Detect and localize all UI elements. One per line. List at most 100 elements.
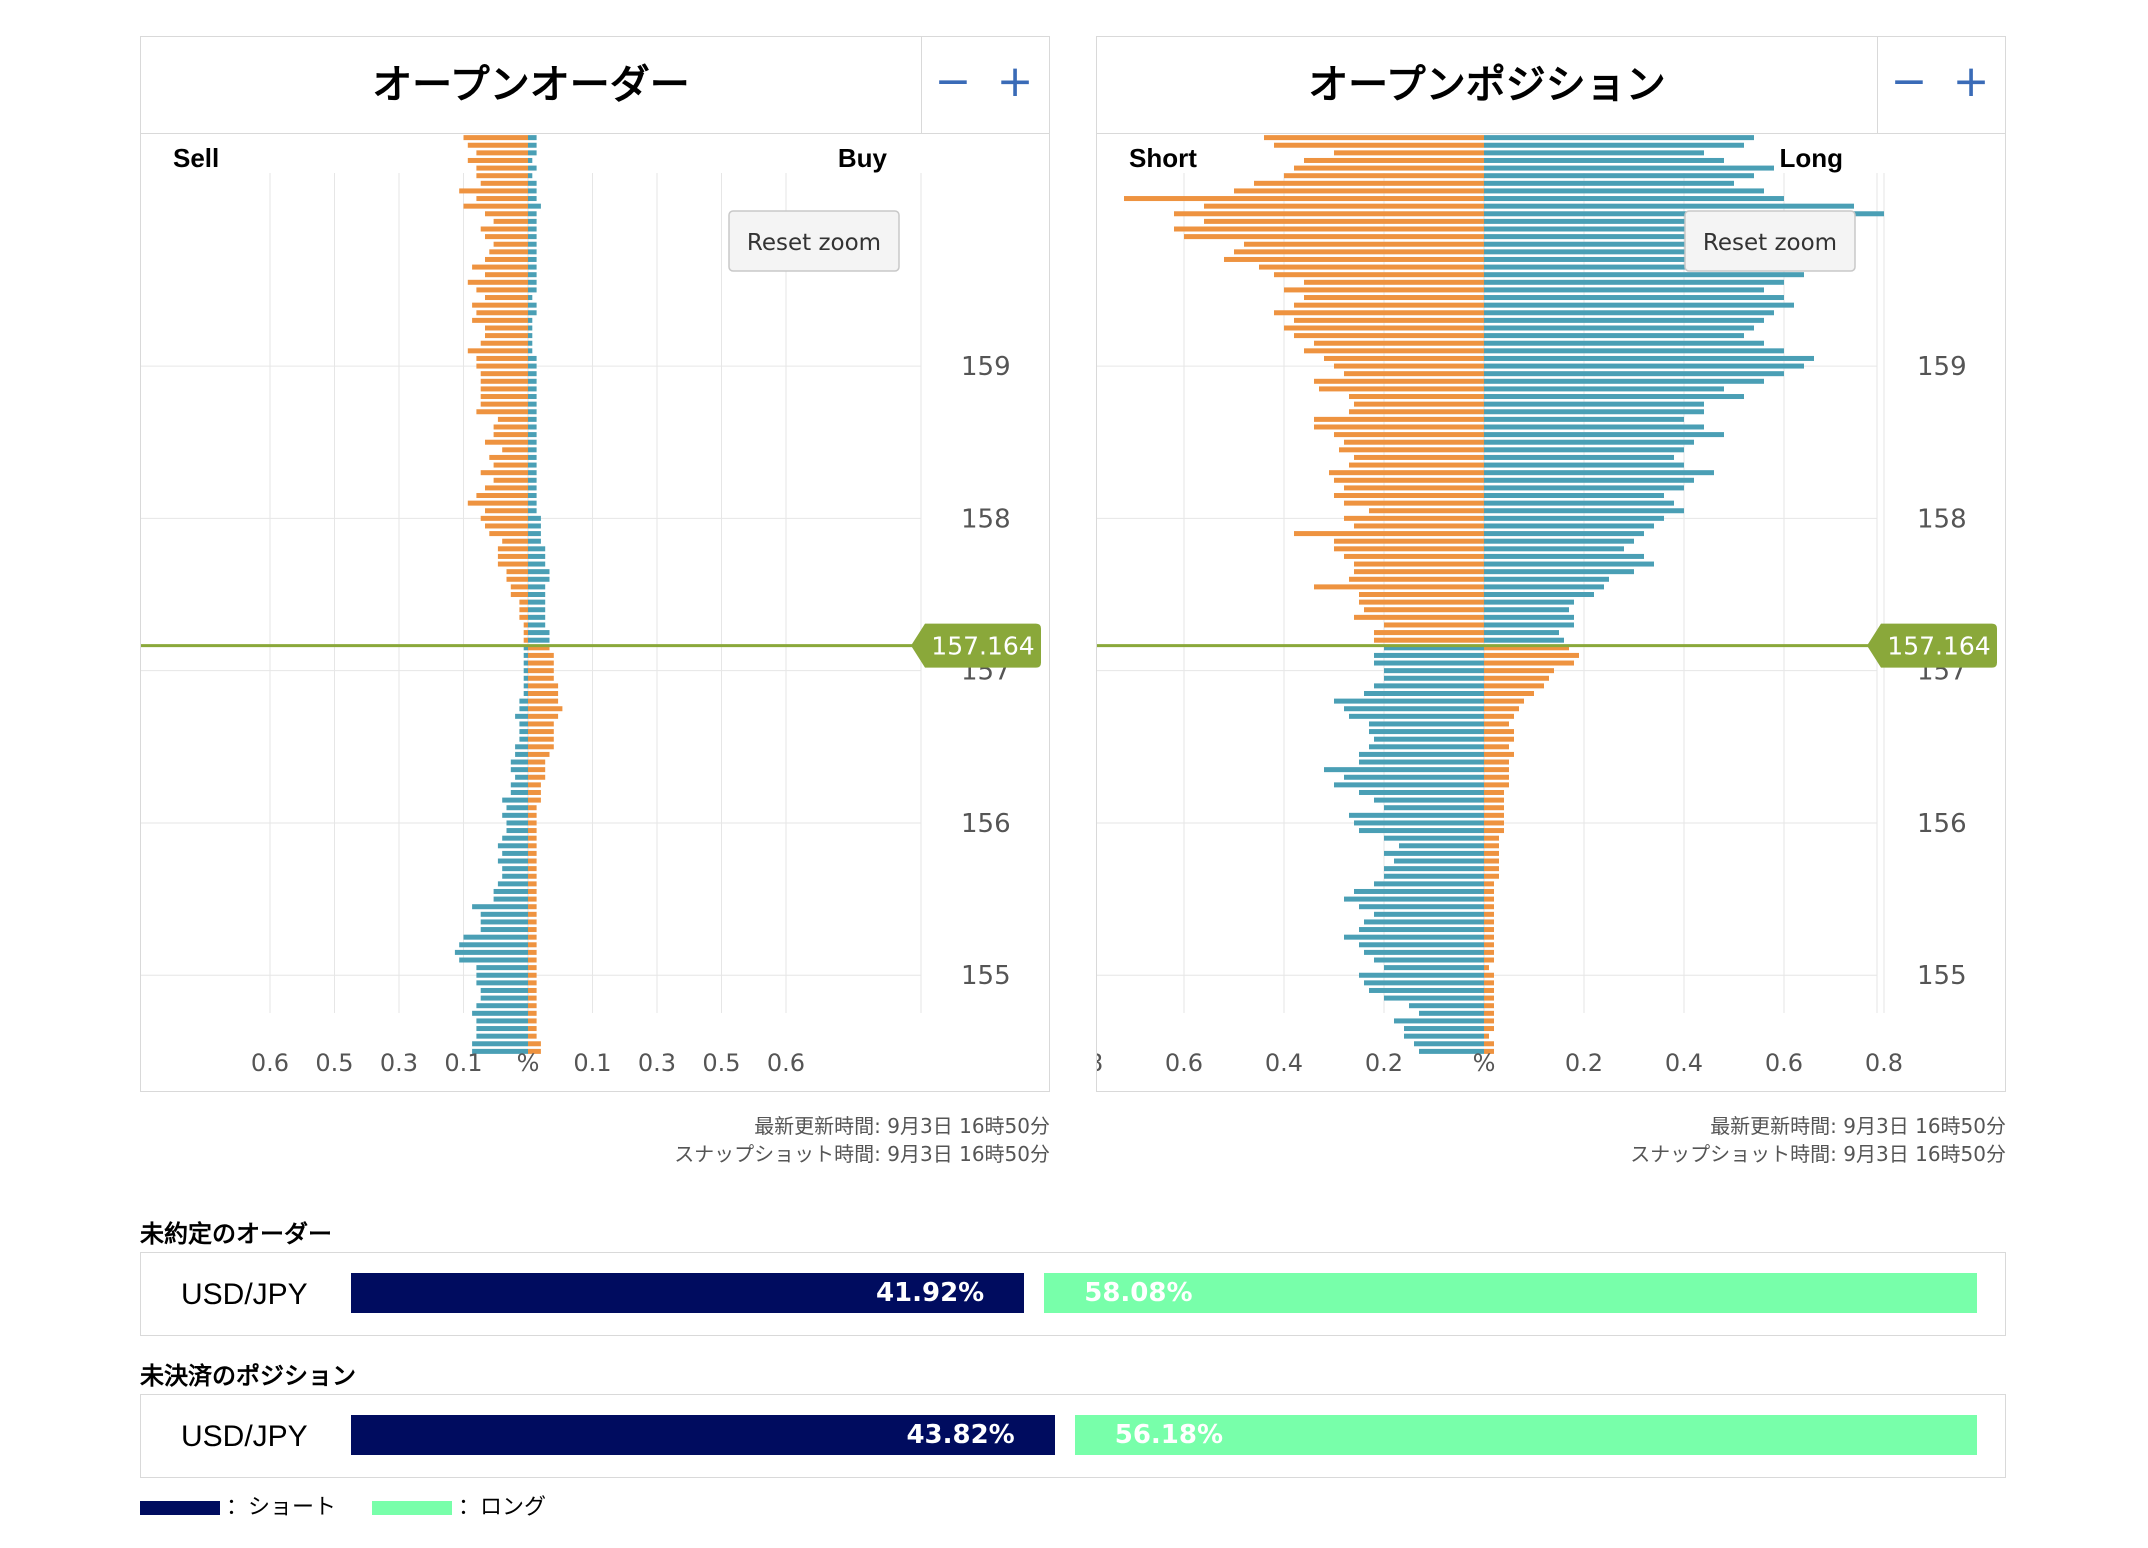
bar-long [1484,927,1494,933]
open-positions-title: オープンポジション [1308,62,1666,108]
bar-long [1484,500,1674,506]
bar-short [1374,683,1484,689]
reset-zoom-button[interactable]: Reset zoom [1684,210,1856,272]
bar-buy [528,218,537,224]
bar-sell [463,203,528,209]
bar-short [1344,706,1484,712]
bar-long [1484,523,1654,529]
reset-zoom-label: Reset zoom [747,230,881,256]
bar-buy [528,287,537,293]
bar-buy [528,911,537,917]
bar-long [1484,348,1784,354]
bar-long [1484,553,1644,559]
bar-sell [502,873,528,879]
bar-short [1339,447,1484,453]
bar-sell [515,744,528,750]
bar-buy [528,744,554,750]
bar-sell [454,949,528,955]
bar-sell [515,713,528,719]
bar-long [1484,150,1704,156]
zoom-out-button[interactable]: − [1890,56,1928,107]
bar-long [1484,1010,1494,1016]
bar-long [1484,759,1509,765]
bar-sell [459,957,528,963]
zoom-in-button[interactable]: + [1952,56,1990,107]
bar-buy [528,828,537,834]
bar-short [1274,272,1484,278]
bar-buy [528,789,541,795]
bar-short [1314,340,1484,346]
bar-buy [528,173,533,179]
bar-long [1484,812,1504,818]
zoom-out-button[interactable]: − [934,56,972,107]
x-tick-label: 0.8 [1097,1049,1103,1077]
bar-buy [528,622,546,628]
bar-sell [476,196,528,202]
bar-sell [523,668,528,674]
bar-sell [523,630,528,636]
bar-short [1324,767,1484,773]
bar-sell [519,607,528,613]
bar-buy [528,310,537,316]
x-tick-label: 0.6 [1165,1049,1203,1077]
x-tick-label: 0.5 [315,1049,353,1077]
open-positions-chart[interactable]: 1551561571581590.80.60.40.2%0.20.40.60.8… [1097,133,2005,1091]
bar-buy [528,675,554,681]
x-axis: 0.6 0.5 0.3 0.1% 0.1 0.3 0.5 0.6 [251,1049,805,1077]
bar-buy [528,729,554,735]
bar-long [1484,180,1734,186]
bar-long [1484,439,1694,445]
bar-long [1484,218,1844,224]
bar-short [1334,363,1484,369]
bar-buy [528,500,537,506]
bar-buy [528,1003,537,1009]
bar-buy [528,980,537,986]
bar-sell [502,812,528,818]
bar-buy [528,546,546,552]
bar-sell [472,264,528,270]
bar-short [1124,196,1484,202]
bar-sell [510,789,528,795]
reset-zoom-button[interactable]: Reset zoom [728,210,900,272]
bar-long [1484,196,1784,202]
bar-sell [485,256,528,262]
open-orders-snapshot-time: スナップショット時間: 9月3日 16時50分 [674,1142,1050,1166]
bar-buy [528,820,537,826]
right-side-label: Long [1779,143,1843,173]
bar-sell [480,386,528,392]
bar-buy [528,317,533,323]
bar-short [1394,1018,1484,1024]
bar-sell [506,569,528,575]
bar-short [1274,142,1484,148]
bar-sell [476,1026,528,1032]
bar-buy [528,340,533,346]
y-tick-label: 155 [961,961,1011,991]
bar-long [1484,333,1744,339]
bar-buy [528,553,546,559]
bar-short [1294,302,1484,308]
x-tick-label: 0.2 [1565,1049,1603,1077]
zoom-in-button[interactable]: + [996,56,1034,107]
bar-buy [528,683,559,689]
bar-buy [528,165,537,171]
bar-sell [476,965,528,971]
bar-short [1364,607,1484,613]
bar-buy [528,812,537,818]
reset-zoom-box [1684,210,1856,272]
bar-short [1234,249,1484,255]
bar-long [1484,432,1724,438]
bar-short [1284,287,1484,293]
bar-sell [480,470,528,476]
bar-long [1484,485,1684,491]
bar-buy [528,927,537,933]
bar-short [1349,576,1484,582]
left-side-label: Short [1129,143,1197,173]
bar-short [1384,645,1484,651]
bar-short [1364,980,1484,986]
bar-long [1484,805,1504,811]
bar-sell [502,538,528,544]
bar-short [1369,744,1484,750]
legend-long-label: ：ロング [458,1495,547,1520]
bar-long [1484,668,1554,674]
